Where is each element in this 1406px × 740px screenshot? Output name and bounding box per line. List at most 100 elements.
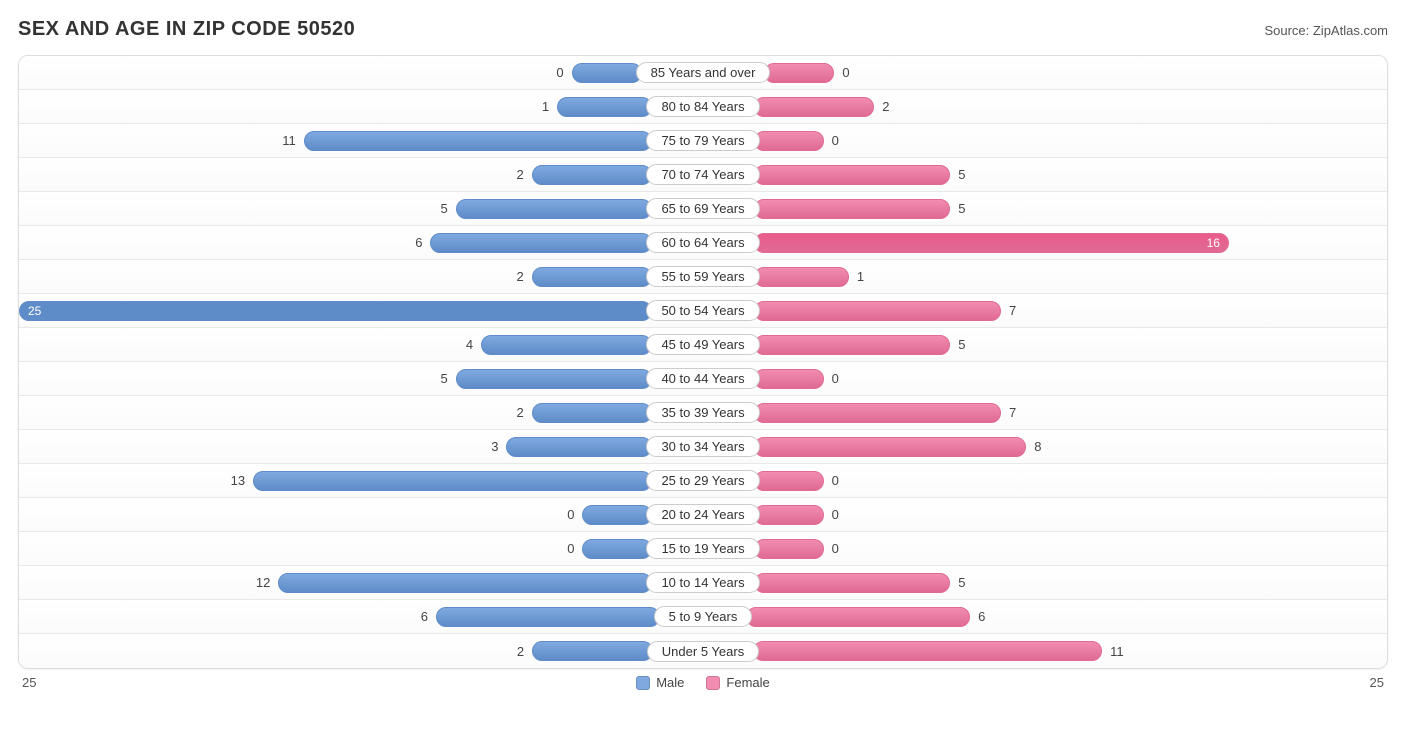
age-group-label: 20 to 24 Years [646,504,759,525]
male-half: 5 [19,192,652,225]
age-group-label: 40 to 44 Years [646,368,759,389]
female-bar [754,505,824,525]
age-group-label: 35 to 39 Years [646,402,759,423]
male-value: 0 [548,65,571,80]
chart-row: 180 to 84 Years2 [19,90,1387,124]
male-value: 11 [274,133,304,148]
female-half: 11 [753,634,1387,668]
legend-label-male: Male [656,675,684,690]
male-bar [436,607,660,627]
chart-row: 1325 to 29 Years0 [19,464,1387,498]
legend-label-female: Female [726,675,769,690]
male-bar [304,131,653,151]
female-half: 5 [754,192,1387,225]
age-group-label: 30 to 34 Years [646,436,759,457]
female-value: 7 [1001,405,1024,420]
male-bar [456,199,653,219]
chart-footer: 25 Male Female 25 [18,675,1388,690]
female-bar [754,471,824,491]
female-half: 6 [746,600,1387,633]
female-bar [754,403,1001,423]
female-value: 7 [1001,303,1024,318]
chart-row: 2 Under 5 Years 11 [19,634,1387,668]
male-value: 13 [223,473,253,488]
female-half: 5 [754,566,1387,599]
female-value: 0 [824,133,847,148]
age-group-label: 15 to 19 Years [646,538,759,559]
male-bar [481,335,652,355]
female-value: 5 [950,337,973,352]
male-half: 2 [19,260,652,293]
male-bar [456,369,653,389]
female-value: 5 [950,575,973,590]
male-bar [532,641,653,661]
female-value: 0 [824,473,847,488]
female-bar [754,267,849,287]
male-bar [557,97,652,117]
age-group-label: 5 to 9 Years [654,606,753,627]
female-bar: 16 [754,233,1229,253]
female-half: 8 [754,430,1387,463]
male-bar [253,471,652,491]
male-value: 6 [407,235,430,250]
age-group-label: 60 to 64 Years [646,232,759,253]
male-bar [572,63,642,83]
chart-row: 0 85 Years and over 0 [19,56,1387,90]
male-half: 0 [19,532,652,565]
female-half: 0 [764,56,1387,89]
male-value: 2 [509,269,532,284]
chart-title: SEX AND AGE IN ZIP CODE 50520 [18,18,355,41]
male-bar [532,267,653,287]
female-value: 11 [1102,644,1132,659]
chart-row: 2550 to 54 Years 7 [19,294,1387,328]
male-bar [430,233,652,253]
axis-label-right: 25 [1370,675,1384,690]
chart-row: 6 60 to 64 Years16 [19,226,1387,260]
female-bar [754,539,824,559]
male-bar [532,403,653,423]
male-half: 6 [19,226,652,259]
female-half: 0 [754,464,1387,497]
female-value: 2 [874,99,897,114]
female-half: 0 [754,498,1387,531]
female-value: 0 [834,65,857,80]
chart-row: 270 to 74 Years5 [19,158,1387,192]
female-value: 8 [1026,439,1049,454]
male-half: 0 [19,498,652,531]
female-value: 6 [970,609,993,624]
chart-row: 3 30 to 34 Years 8 [19,430,1387,464]
axis-label-left: 25 [22,675,36,690]
male-value: 12 [248,575,278,590]
chart-row: 5 65 to 69 Years 5 [19,192,1387,226]
chart-row: 5 40 to 44 Years0 [19,362,1387,396]
age-group-label: 65 to 69 Years [646,198,759,219]
female-bar [754,335,951,355]
female-half: 7 [754,396,1387,429]
male-half: 12 [19,566,652,599]
male-half: 4 [19,328,652,361]
male-half: 2 [19,158,652,191]
age-group-label: 75 to 79 Years [646,130,759,151]
male-bar [582,539,652,559]
male-value: 2 [509,644,532,659]
female-bar [754,97,875,117]
male-bar: 25 [19,301,652,321]
chart-header: SEX AND AGE IN ZIP CODE 50520 Source: Zi… [18,18,1388,41]
age-group-label: Under 5 Years [647,641,759,662]
age-group-label: 50 to 54 Years [646,300,759,321]
age-group-label: 85 Years and over [636,62,771,83]
female-value: 5 [950,201,973,216]
male-half: 1 [19,90,652,123]
male-value: 3 [483,439,506,454]
male-value: 5 [433,371,456,386]
female-half: 2 [754,90,1387,123]
female-half: 0 [754,362,1387,395]
age-group-label: 45 to 49 Years [646,334,759,355]
male-value: 5 [433,201,456,216]
male-half: 6 [19,600,660,633]
female-half: 16 [754,226,1387,259]
legend-item-male: Male [636,675,684,690]
male-value: 0 [559,507,582,522]
male-bar [532,165,653,185]
male-half: 2 [19,396,652,429]
